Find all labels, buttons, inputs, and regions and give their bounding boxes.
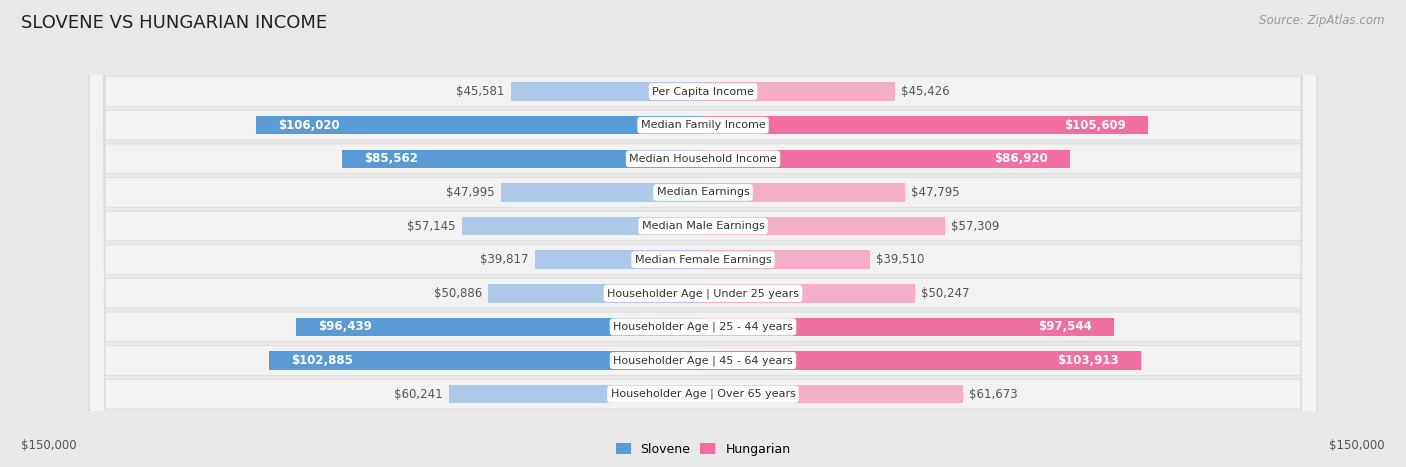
- Text: $47,795: $47,795: [911, 186, 959, 199]
- Bar: [703, 183, 904, 202]
- Bar: [269, 351, 703, 370]
- Text: Source: ZipAtlas.com: Source: ZipAtlas.com: [1260, 14, 1385, 27]
- Bar: [703, 351, 1142, 370]
- Text: Householder Age | Under 25 years: Householder Age | Under 25 years: [607, 288, 799, 298]
- Text: Median Earnings: Median Earnings: [657, 187, 749, 198]
- Text: Householder Age | Over 65 years: Householder Age | Over 65 years: [610, 389, 796, 399]
- FancyBboxPatch shape: [89, 0, 1317, 467]
- Text: $57,309: $57,309: [950, 219, 1000, 233]
- Bar: [703, 318, 1115, 336]
- Text: $61,673: $61,673: [970, 388, 1018, 401]
- Bar: [488, 284, 703, 303]
- Text: Per Capita Income: Per Capita Income: [652, 86, 754, 97]
- Text: $39,817: $39,817: [481, 253, 529, 266]
- Bar: [342, 149, 703, 168]
- Text: $50,886: $50,886: [434, 287, 482, 300]
- Text: $105,609: $105,609: [1064, 119, 1126, 132]
- Bar: [703, 116, 1149, 134]
- FancyBboxPatch shape: [89, 0, 1317, 467]
- FancyBboxPatch shape: [89, 0, 1317, 467]
- Text: $47,995: $47,995: [446, 186, 495, 199]
- Text: $45,581: $45,581: [456, 85, 505, 98]
- Bar: [703, 82, 894, 101]
- Bar: [703, 217, 945, 235]
- Text: Median Male Earnings: Median Male Earnings: [641, 221, 765, 231]
- Bar: [297, 318, 703, 336]
- FancyBboxPatch shape: [89, 0, 1317, 467]
- Bar: [703, 250, 870, 269]
- Text: Median Female Earnings: Median Female Earnings: [634, 255, 772, 265]
- Text: $39,510: $39,510: [876, 253, 924, 266]
- Text: $103,913: $103,913: [1057, 354, 1119, 367]
- Text: $150,000: $150,000: [21, 439, 77, 452]
- Legend: Slovene, Hungarian: Slovene, Hungarian: [610, 438, 796, 461]
- Text: $57,145: $57,145: [408, 219, 456, 233]
- FancyBboxPatch shape: [89, 0, 1317, 467]
- Text: $86,920: $86,920: [994, 152, 1047, 165]
- Text: $60,241: $60,241: [394, 388, 443, 401]
- Text: $106,020: $106,020: [278, 119, 340, 132]
- FancyBboxPatch shape: [89, 0, 1317, 467]
- Text: SLOVENE VS HUNGARIAN INCOME: SLOVENE VS HUNGARIAN INCOME: [21, 14, 328, 32]
- FancyBboxPatch shape: [89, 0, 1317, 467]
- Bar: [256, 116, 703, 134]
- FancyBboxPatch shape: [89, 0, 1317, 467]
- Text: Householder Age | 25 - 44 years: Householder Age | 25 - 44 years: [613, 322, 793, 332]
- Bar: [501, 183, 703, 202]
- Text: $96,439: $96,439: [318, 320, 373, 333]
- Text: Householder Age | 45 - 64 years: Householder Age | 45 - 64 years: [613, 355, 793, 366]
- FancyBboxPatch shape: [89, 0, 1317, 467]
- Text: Median Family Income: Median Family Income: [641, 120, 765, 130]
- Bar: [703, 149, 1070, 168]
- Text: $97,544: $97,544: [1039, 320, 1092, 333]
- Bar: [463, 217, 703, 235]
- Bar: [536, 250, 703, 269]
- Bar: [703, 385, 963, 403]
- Bar: [449, 385, 703, 403]
- Text: $102,885: $102,885: [291, 354, 353, 367]
- Text: $150,000: $150,000: [1329, 439, 1385, 452]
- Bar: [510, 82, 703, 101]
- Text: Median Household Income: Median Household Income: [628, 154, 778, 164]
- FancyBboxPatch shape: [89, 0, 1317, 467]
- Text: $50,247: $50,247: [921, 287, 970, 300]
- Text: $85,562: $85,562: [364, 152, 418, 165]
- Text: $45,426: $45,426: [901, 85, 949, 98]
- Bar: [703, 284, 915, 303]
